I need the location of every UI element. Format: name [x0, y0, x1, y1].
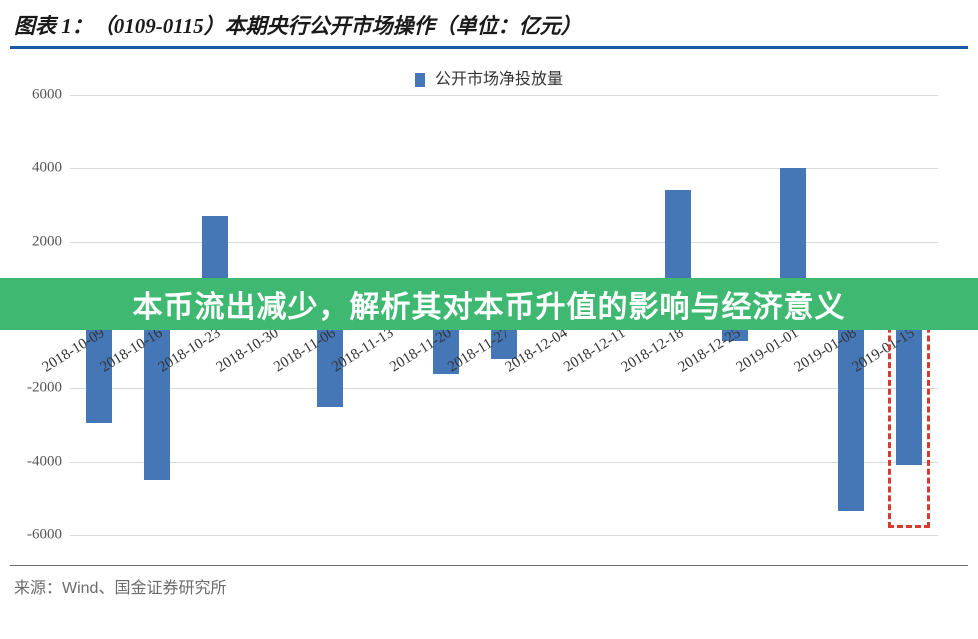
source-line: 来源：Wind、国金证券研究所: [0, 572, 978, 598]
title-rule: [10, 46, 968, 49]
gridline: [70, 535, 938, 536]
y-tick-label: -4000: [10, 453, 62, 470]
footer-rule: [10, 565, 968, 566]
legend-swatch: [415, 73, 425, 87]
y-tick-label: 4000: [10, 160, 62, 177]
overlay-banner: 本币流出减少，解析其对本币升值的影响与经济意义: [0, 278, 978, 330]
y-tick-label: -2000: [10, 380, 62, 397]
chart-area: -6000-4000-20000200040006000 2018-10-092…: [70, 95, 938, 535]
legend-label: 公开市场净投放量: [435, 71, 563, 88]
y-tick-label: 2000: [10, 233, 62, 250]
overlay-text: 本币流出减少，解析其对本币升值的影响与经济意义: [133, 282, 846, 326]
y-tick-label: -6000: [10, 527, 62, 544]
legend: 公开市场净投放量: [0, 53, 978, 95]
y-tick-label: 6000: [10, 87, 62, 104]
chart-title: 图表 1：（0109-0115）本期央行公开市场操作（单位：亿元）: [0, 0, 978, 46]
highlight-rect: [888, 300, 930, 527]
